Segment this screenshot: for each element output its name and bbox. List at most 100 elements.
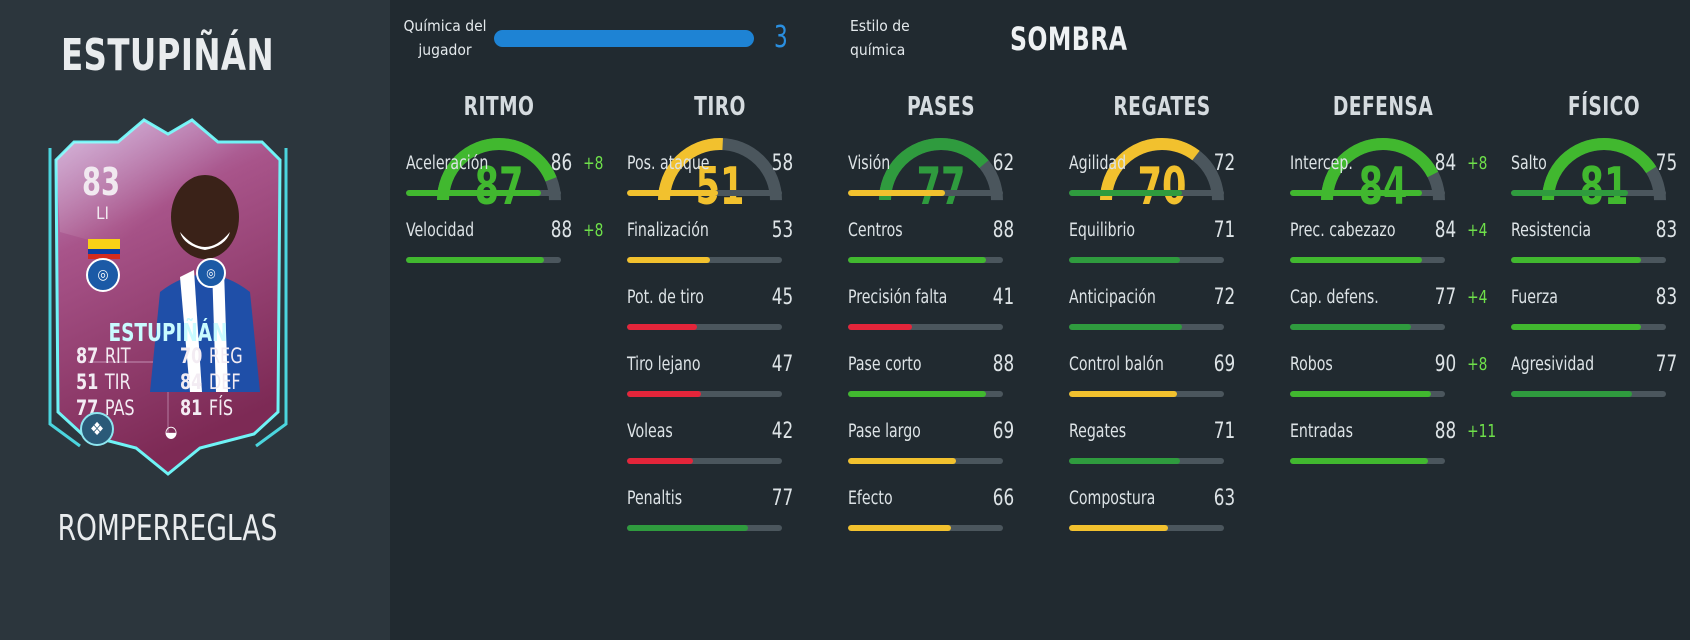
stat-row: Centros 88: [848, 218, 1034, 282]
stat-value: 72: [1213, 151, 1235, 176]
stat-row: Pase largo 69: [848, 419, 1034, 483]
chemistry-value: 3: [774, 20, 788, 55]
player-name: ESTUPIÑÁN: [60, 30, 275, 81]
stat-name: Visión: [848, 153, 891, 174]
stat-value: 47: [771, 352, 793, 377]
player-chemistry-label: Química del jugador: [403, 17, 487, 59]
stat-name: Control balón: [1069, 354, 1164, 375]
stat-name: Equilibrio: [1069, 220, 1136, 241]
stat-row: Visión 62: [848, 151, 1034, 215]
stat-value: 77: [771, 486, 793, 511]
category-title: RITMO: [463, 92, 535, 122]
stat-value: 84: [1434, 218, 1456, 243]
player-panel: ESTUPIÑÁN: [0, 0, 390, 640]
stat-value: 88: [992, 352, 1014, 377]
stat-name: Efecto: [848, 488, 893, 509]
stat-bar: [1069, 391, 1224, 397]
stat-row: Entradas 88 +11: [1290, 419, 1496, 483]
stat-bar: [1290, 324, 1445, 330]
stat-value: 86: [550, 151, 572, 176]
stat-row: Precisión falta 41: [848, 285, 1034, 349]
stat-name: Regates: [1069, 421, 1127, 442]
player-photo: [150, 175, 260, 392]
stat-row: Efecto 66: [848, 486, 1034, 550]
stat-row: Finalización 53: [627, 218, 813, 282]
chemistry-style-value[interactable]: SOMBRA: [1010, 20, 1128, 58]
chemistry-style-label: Estilo de química: [850, 17, 910, 59]
stat-bar: [627, 324, 782, 330]
stat-row: Pase corto 88: [848, 352, 1034, 416]
chemistry-style-icon: ◒: [164, 421, 178, 441]
stat-value: 58: [771, 151, 793, 176]
stat-row: Intercep. 84 +8: [1290, 151, 1487, 215]
stat-name: Fuerza: [1511, 287, 1558, 308]
stat-value: 63: [1213, 486, 1235, 511]
stat-bar: [1511, 324, 1666, 330]
stat-column-tiro: TIRO 51 Pos. ataque 58 Finalización 53 Pot. de…: [627, 84, 813, 624]
stat-value: 42: [771, 419, 793, 444]
card-stat-reg: 70 REG: [180, 344, 243, 368]
stat-bar: [627, 190, 782, 196]
club-crest-icon: ◎: [196, 258, 226, 288]
stat-row: Salto 75: [1511, 151, 1690, 215]
stat-bonus: +11: [1467, 421, 1497, 442]
stat-name: Penaltis: [627, 488, 683, 509]
card-player-name: ESTUPIÑÁN: [108, 318, 228, 347]
stat-bonus: +8: [1467, 354, 1488, 375]
stat-row: Pot. de tiro 45: [627, 285, 813, 349]
stat-value: 77: [1655, 352, 1677, 377]
stat-row: Pos. ataque 58: [627, 151, 813, 215]
stat-bar: [1069, 458, 1224, 464]
category-value: 84: [1358, 157, 1408, 217]
category-gauge: [879, 138, 1003, 242]
stat-value: 71: [1213, 419, 1235, 444]
stat-bar: [1069, 525, 1224, 531]
card-rating: 83: [82, 160, 121, 204]
stat-bar: [848, 190, 1003, 196]
stat-row: Penaltis 77: [627, 486, 813, 550]
stat-name: Prec. cabezazo: [1290, 220, 1396, 241]
stat-value: 75: [1655, 151, 1677, 176]
stat-value: 88: [550, 218, 572, 243]
stat-bar: [848, 324, 1003, 330]
playstyle-icon: ❖: [80, 412, 114, 446]
category-value: 51: [695, 157, 745, 217]
player-card[interactable]: 83 LI ◎ ◎ ESTUPIÑÁN 87 RIT 51 TIR 77 PAS…: [40, 112, 296, 490]
stat-row: Cap. defens. 77 +4: [1290, 285, 1487, 349]
category-gauge: [1542, 138, 1666, 242]
stat-name: Velocidad: [406, 220, 475, 241]
stat-row: Control balón 69: [1069, 352, 1255, 416]
stat-name: Tiro lejano: [627, 354, 701, 375]
stat-row: Tiro lejano 47: [627, 352, 813, 416]
stat-bonus: +8: [1467, 153, 1488, 174]
category-value: 77: [916, 157, 966, 217]
stat-row: Velocidad 88 +8: [406, 218, 603, 282]
stat-value: 45: [771, 285, 793, 310]
stat-value: 41: [992, 285, 1014, 310]
card-stat-fis: 81 FÍS: [180, 396, 234, 420]
category-gauge: [658, 138, 782, 242]
stat-value: 53: [771, 218, 793, 243]
stat-value: 83: [1655, 218, 1677, 243]
category-title: DEFENSA: [1332, 92, 1434, 122]
stat-name: Finalización: [627, 220, 709, 241]
stat-name: Pot. de tiro: [627, 287, 704, 308]
stat-bar: [1290, 190, 1445, 196]
stat-value: 83: [1655, 285, 1677, 310]
stat-name: Pase corto: [848, 354, 922, 375]
stat-row: Resistencia 83: [1511, 218, 1690, 282]
stat-column-regates: REGATES 70 Agilidad 72 Equilibrio 71 Anticipac…: [1069, 84, 1255, 624]
stat-bar: [627, 257, 782, 263]
stat-row: Agilidad 72: [1069, 151, 1255, 215]
stat-bar: [848, 391, 1003, 397]
chemistry-bar: [494, 30, 754, 47]
stat-bar: [406, 257, 561, 263]
stat-value: 72: [1213, 285, 1235, 310]
stat-bar: [1511, 391, 1666, 397]
stat-value: 62: [992, 151, 1014, 176]
stat-bonus: +8: [583, 220, 604, 241]
ecuador-flag-icon: [88, 239, 120, 259]
stat-column-físico: FÍSICO 81 Salto 75 Resistencia 83 Fuerza 83 Agre…: [1511, 84, 1690, 624]
stat-row: Agresividad 77: [1511, 352, 1690, 416]
category-title: REGATES: [1113, 92, 1211, 122]
